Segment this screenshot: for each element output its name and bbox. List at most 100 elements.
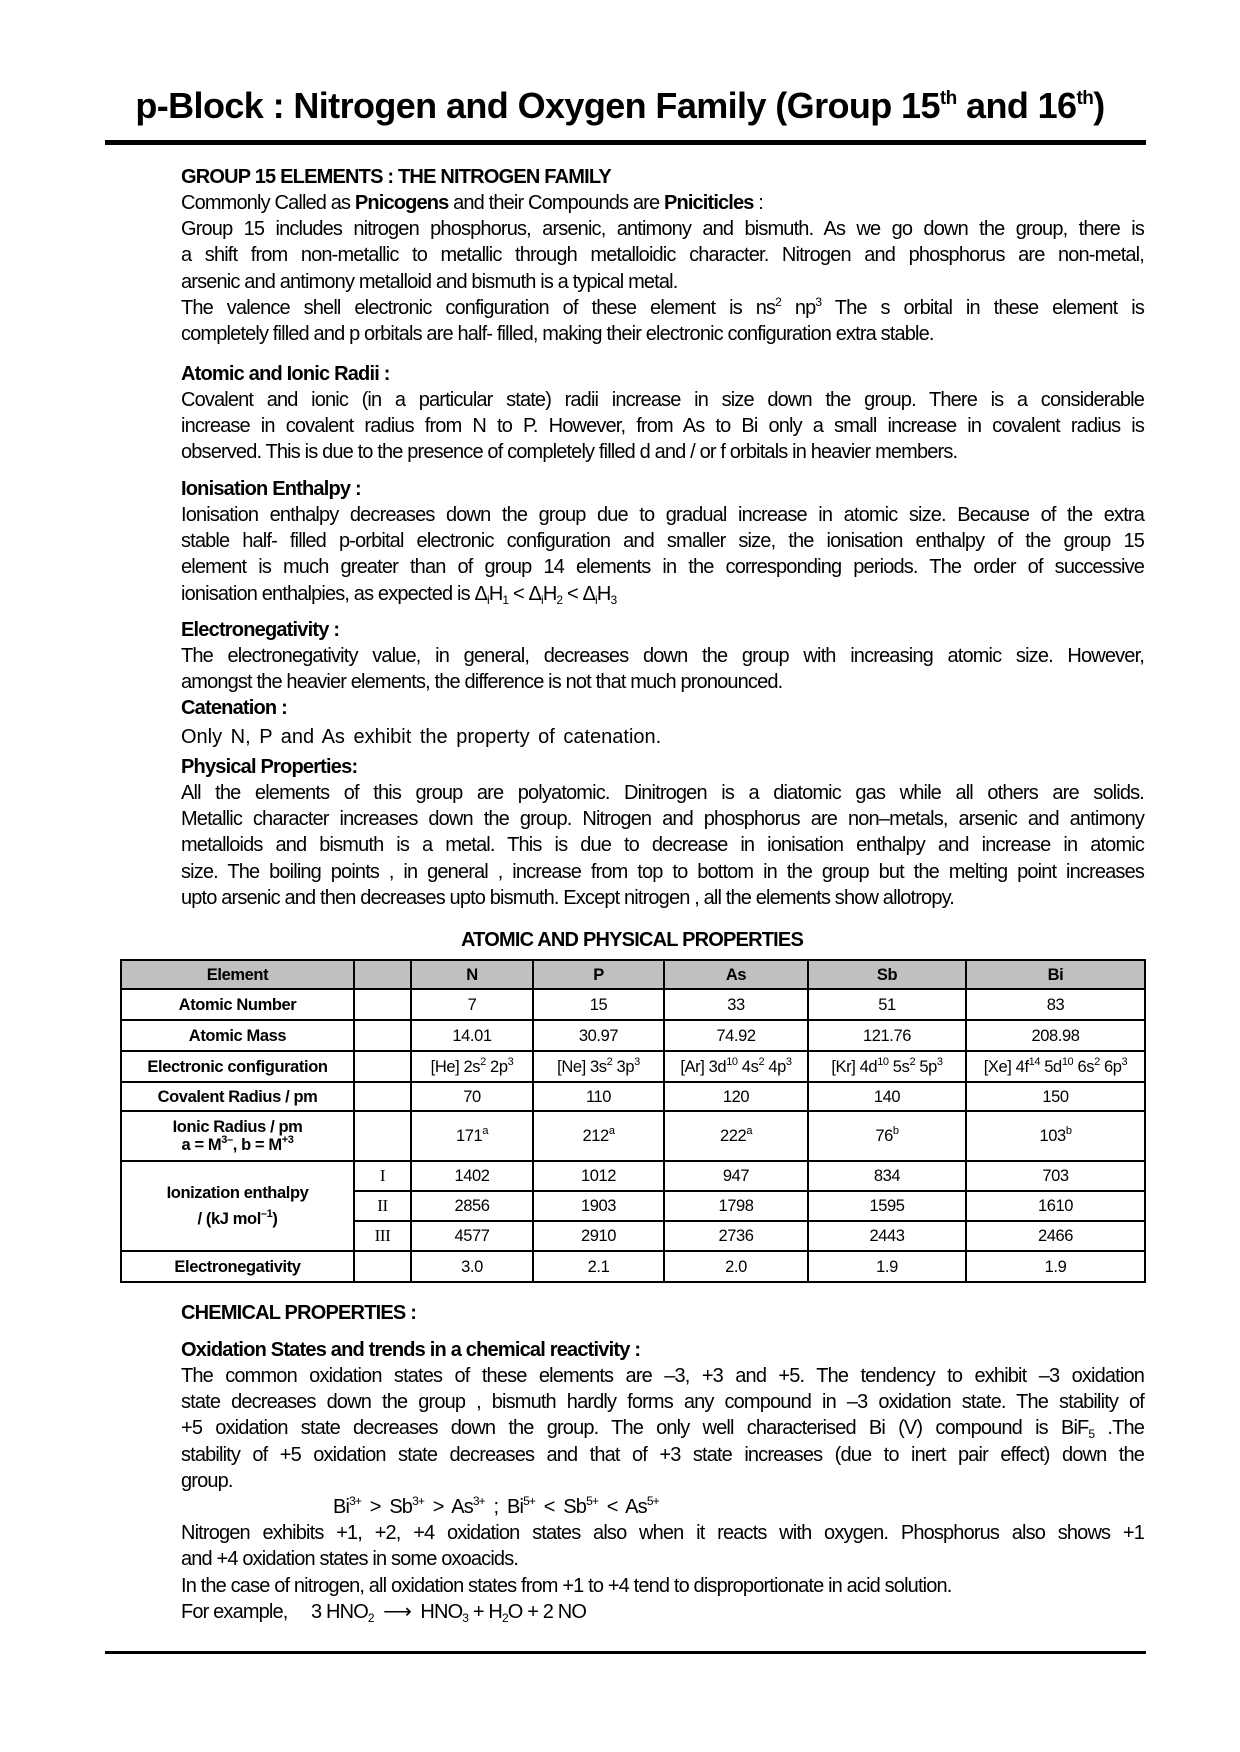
table-cell: 2856	[410, 1190, 534, 1222]
sup-text: 3	[785, 1055, 792, 1068]
text-run: 14.01	[452, 1026, 492, 1045]
row-label: Atomic Mass	[120, 1019, 355, 1052]
text-run: Commonly Called as	[181, 192, 355, 214]
label-line: Ionization enthalpy	[122, 1180, 353, 1206]
text-run: +5 oxidation state decreases down the gr…	[181, 1417, 1089, 1440]
text-run: stability of +5 oxidation state decrease…	[181, 1443, 1145, 1466]
table-cell: 834	[807, 1160, 967, 1192]
sup-text: 2	[758, 1055, 765, 1068]
text-run: and +4 oxidation states in some oxoacids…	[181, 1548, 519, 1571]
text-run: Electronegativity	[174, 1257, 301, 1276]
table-cell: 15	[532, 988, 665, 1021]
paragraph: All the elements of this group are polya…	[181, 780, 1145, 911]
text-run: [Xe] 4f	[983, 1057, 1029, 1076]
text-run: 74.92	[716, 1026, 756, 1045]
text-run: 5p	[915, 1057, 937, 1076]
text-run: 15	[589, 995, 608, 1014]
text-run: 6p	[1099, 1057, 1122, 1076]
text-run: 1.9	[1044, 1257, 1067, 1276]
text-run: a shift from non-metallic to metallic th…	[181, 244, 1145, 267]
text-run: 2.0	[725, 1257, 747, 1276]
text-run: Covalent and ionic (in a particular stat…	[181, 389, 1145, 411]
text-run: 1402	[454, 1167, 490, 1185]
ionization-stage: III	[353, 1220, 412, 1252]
text-line: The electronegativity value, in general,…	[181, 643, 1145, 669]
text-run: amongst the heavier elements, the differ…	[181, 671, 783, 694]
text-run: Ionisation enthalpy decreases down the g…	[181, 504, 1145, 526]
sup-text: +3	[281, 1134, 294, 1146]
paragraph: For example, 3 HNO2 ⟶ HNO3 + H2O + 2 NO	[181, 1599, 1144, 1625]
sup-text: b	[1065, 1125, 1072, 1137]
sup-text: 5+	[523, 1494, 536, 1509]
section-heading: Atomic and Ionic Radii :	[181, 363, 390, 385]
sup-text: 10	[726, 1055, 738, 1068]
text-run: Covalent Radius / pm	[157, 1087, 318, 1106]
text-run: 3.0	[461, 1257, 483, 1276]
text-run: :	[753, 192, 764, 214]
table-cell: [Xe] 4f14 5d10 6s2 6p3	[965, 1050, 1146, 1083]
text-run: 4577	[454, 1227, 490, 1245]
text-run: < Δ	[508, 582, 542, 605]
label-line: a = M3–, b = M+3	[122, 1134, 353, 1155]
text-run: > Sb	[361, 1496, 413, 1519]
text-run: As	[725, 965, 747, 984]
text-run: The valence shell electronic configurati…	[181, 296, 776, 319]
text-run: 222	[719, 1127, 747, 1145]
text-line: a shift from non-metallic to metallic th…	[181, 242, 1145, 268]
text-run: [He] 2s	[430, 1057, 481, 1076]
text-run: 30.97	[578, 1026, 619, 1045]
text-run: [Ar] 3d	[680, 1057, 727, 1076]
sub-text: 3	[462, 1610, 469, 1625]
row-label: Electronic configuration	[120, 1050, 355, 1083]
text-run: < Sb	[535, 1496, 587, 1519]
page-title: p-Block : Nitrogen and Oxygen Family (Gr…	[135, 85, 1105, 126]
sup-text: 3	[815, 294, 822, 309]
sup-text: 10	[877, 1055, 889, 1068]
table-cell: 1402	[410, 1160, 534, 1192]
table-cell	[353, 1250, 412, 1283]
text-run: 76	[875, 1127, 893, 1145]
column-header: Sb	[807, 959, 967, 990]
text-run: 70	[463, 1087, 481, 1106]
sup-text: 2	[480, 1055, 486, 1068]
text-run: All the elements of this group are polya…	[181, 782, 1145, 804]
sup-text: a	[746, 1125, 753, 1137]
text-run: 947	[722, 1167, 750, 1185]
sup-text: 2	[909, 1055, 916, 1068]
text-run: Ionization enthalpy	[166, 1184, 309, 1202]
table-cell: 4577	[410, 1220, 534, 1252]
paragraph: In the case of nitrogen, all oxidation s…	[181, 1573, 1144, 1599]
paragraph: Group 15 includes nitrogen phosphorus, a…	[181, 216, 1145, 295]
text-line: ionisation enthalpies, as expected is Δi…	[181, 581, 1144, 607]
row-label: Covalent Radius / pm	[120, 1081, 355, 1112]
text-run: 1595	[869, 1197, 905, 1215]
bold-text: Pniciticles	[663, 192, 754, 214]
text-run: O + 2 NO	[507, 1600, 587, 1623]
sub-text: 2	[556, 592, 563, 607]
paragraph: Only N, P and As exhibit the property of…	[181, 724, 1144, 750]
column-header: P	[532, 959, 665, 990]
sup-text: 3–	[221, 1134, 233, 1146]
table-cell	[353, 1050, 412, 1083]
table-cell: 703	[965, 1160, 1146, 1192]
section-catenation: Catenation : Only N, P and As exhibit the…	[181, 695, 1144, 750]
properties-table: Element N P As Sb Bi Atomic Number 7 15 33 51 83 Ato…	[120, 959, 1146, 1283]
sup-text: 3+	[349, 1494, 362, 1509]
text-run: III	[374, 1226, 391, 1245]
text-run: 103	[1039, 1127, 1066, 1145]
text-run: Bi	[1047, 965, 1064, 984]
table-cell: 171a	[410, 1110, 534, 1162]
table-cell: 212a	[532, 1110, 665, 1162]
text-run: < As	[598, 1496, 648, 1519]
text-line: arsenic and antimony metalloid and bismu…	[181, 269, 1144, 295]
text-run: < Δ	[562, 582, 596, 605]
paragraph: Commonly Called as Pnicogens and their C…	[181, 190, 1144, 216]
text-run: The electronegativity value, in general,…	[181, 645, 1145, 667]
text-line: Ionisation enthalpy decreases down the g…	[181, 502, 1145, 528]
text-run: The common oxidation states of these ele…	[181, 1365, 1145, 1387]
paragraph: The common oxidation states of these ele…	[181, 1363, 1145, 1494]
sup-text: 5+	[586, 1494, 599, 1509]
sup-text: 3+	[412, 1494, 425, 1509]
text-run: completely filled and p orbitals are hal…	[181, 323, 934, 346]
text-run: 1.9	[876, 1257, 898, 1276]
